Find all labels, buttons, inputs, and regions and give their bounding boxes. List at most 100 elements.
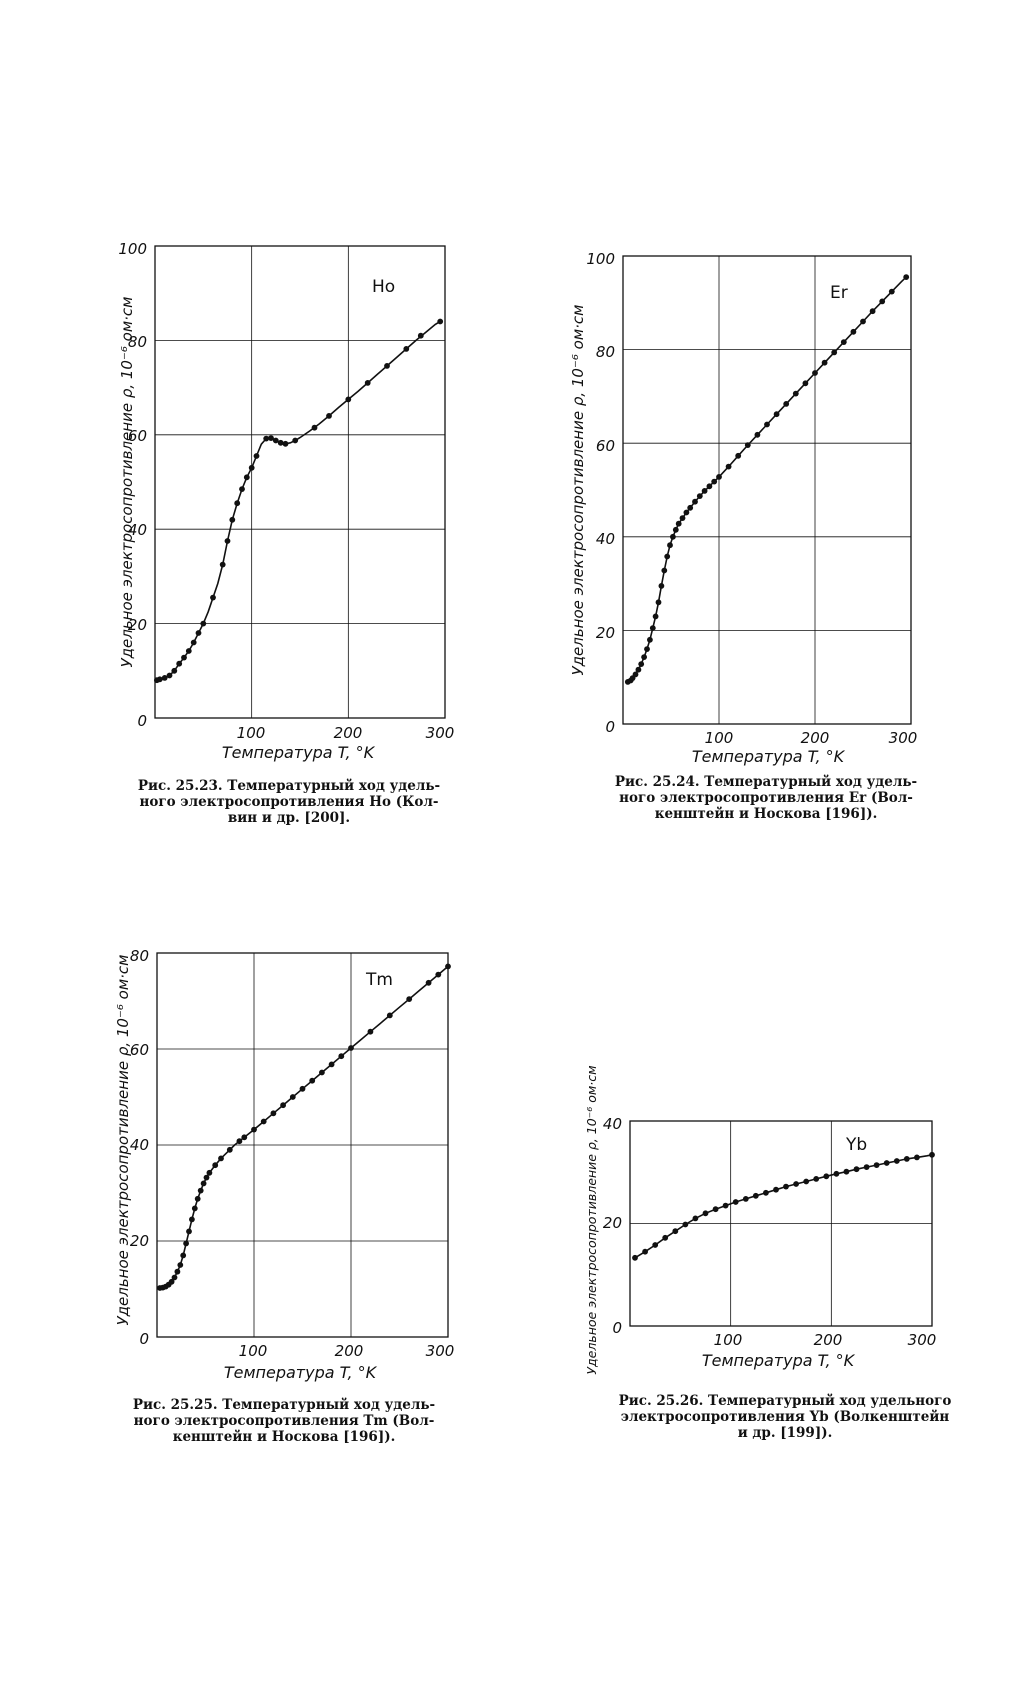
- data-point: [195, 630, 202, 636]
- figure-caption-line: кенштейн и Носкова [196]).: [173, 1429, 396, 1445]
- y-tick-label: 100: [586, 250, 615, 268]
- x-tick-label: 100: [237, 724, 266, 742]
- data-point: [672, 1228, 679, 1235]
- x-tick-label: 100: [714, 1331, 743, 1349]
- data-point: [672, 526, 679, 533]
- data-point: [929, 1151, 935, 1158]
- chart-ho: 100 80 60 40 20 0 100 200 300 Температур…: [118, 240, 454, 826]
- data-point: [176, 660, 183, 667]
- element-label: Tm: [365, 970, 393, 990]
- data-point: [174, 1268, 181, 1275]
- data-point: [711, 478, 718, 485]
- y-tick-label: 80: [128, 333, 147, 351]
- data-point: [326, 413, 332, 419]
- data-point: [338, 1053, 345, 1060]
- y-tick-label: 40: [130, 1136, 149, 1154]
- data-point: [692, 1215, 699, 1222]
- y-tick-label: 40: [596, 530, 615, 548]
- data-point: [171, 667, 178, 674]
- figure-caption-line: кенштейн и Носкова [196]).: [655, 806, 878, 822]
- data-point: [210, 594, 216, 601]
- gridlines: [155, 246, 445, 718]
- data-point: [675, 520, 682, 527]
- data-point: [364, 380, 371, 386]
- y-axis-label: Удельное электросопротивление ρ, 10⁻⁶ ом…: [569, 305, 587, 676]
- plot-frame: [622, 255, 912, 725]
- data-point: [180, 1252, 187, 1259]
- y-axis-label: Удельное электросопротивление ρ, 10⁻⁶ ом…: [118, 297, 136, 668]
- data-point: [664, 553, 671, 560]
- y-tick-label: 100: [118, 240, 147, 258]
- data-point: [248, 464, 255, 471]
- data-point: [263, 435, 270, 442]
- data-point: [812, 370, 818, 376]
- data-point: [348, 1045, 354, 1051]
- data-point: [212, 1162, 219, 1169]
- data-point: [272, 437, 279, 444]
- element-label: Ho: [372, 277, 395, 297]
- chart-er: 100 80 60 40 20 0 100 200 300 Температур…: [569, 250, 917, 822]
- x-tick-label: 200: [335, 1342, 364, 1360]
- data-point: [328, 1061, 335, 1068]
- figure-caption-line: ного электросопротивления Er (Вол-: [619, 790, 913, 806]
- y-tick-label: 60: [130, 1041, 149, 1059]
- y-tick-label: 20: [603, 1214, 622, 1232]
- data-point: [632, 1254, 638, 1261]
- data-point: [903, 274, 910, 280]
- x-axis-label: Температура T, °K: [702, 1351, 856, 1370]
- data-point: [403, 346, 410, 352]
- x-tick-label: 100: [705, 729, 734, 747]
- data-point: [641, 654, 647, 660]
- data-point: [670, 533, 676, 540]
- data-point: [752, 1192, 759, 1199]
- data-point: [792, 390, 799, 397]
- data-point: [311, 424, 318, 431]
- data-point: [638, 661, 645, 667]
- data-point: [914, 1154, 920, 1161]
- gridlines: [630, 1121, 932, 1326]
- data-point: [732, 1199, 739, 1205]
- data-point: [662, 1234, 669, 1241]
- x-tick-label: 200: [814, 1331, 843, 1349]
- data-point: [879, 298, 886, 305]
- data-point: [863, 1164, 870, 1170]
- data-point: [406, 996, 413, 1002]
- y-tick-label: 80: [596, 343, 615, 361]
- data-point: [754, 431, 761, 438]
- data-point: [692, 498, 698, 505]
- data-point: [243, 474, 250, 481]
- data-point: [853, 1166, 860, 1173]
- data-point: [386, 1012, 393, 1019]
- data-point: [683, 509, 690, 516]
- data-point: [190, 639, 197, 646]
- data-point: [200, 1180, 207, 1187]
- data-point: [280, 1102, 286, 1109]
- data-point: [309, 1077, 316, 1084]
- series-line-er: [627, 276, 907, 683]
- data-point: [821, 359, 828, 366]
- data-point: [652, 613, 659, 620]
- data-point: [658, 583, 665, 589]
- y-axis-label: Удельное электросопротивление ρ, 10⁻⁶ ом…: [114, 955, 132, 1326]
- data-marks: [154, 318, 444, 684]
- data-point: [702, 1210, 709, 1217]
- figure-caption-line: ного электросопротивления Ho (Кол-: [140, 794, 439, 810]
- data-point: [197, 1187, 204, 1194]
- data-point: [270, 1110, 277, 1117]
- x-tick-label: 300: [908, 1331, 937, 1349]
- data-point: [764, 421, 770, 428]
- x-axis-label: Температура T, °K: [222, 743, 376, 762]
- x-tick-label: 300: [426, 724, 455, 742]
- data-point: [893, 1158, 900, 1164]
- data-point: [773, 1186, 779, 1193]
- data-point: [229, 516, 236, 523]
- data-point: [823, 1173, 830, 1180]
- data-point: [687, 504, 694, 511]
- data-point: [299, 1085, 306, 1092]
- data-point: [802, 380, 809, 387]
- data-point: [200, 620, 207, 627]
- data-point: [234, 500, 241, 507]
- figure-caption-line: Рис. 25.24. Температурный ход удель-: [615, 774, 917, 790]
- data-point: [873, 1162, 880, 1168]
- data-point: [177, 1262, 184, 1268]
